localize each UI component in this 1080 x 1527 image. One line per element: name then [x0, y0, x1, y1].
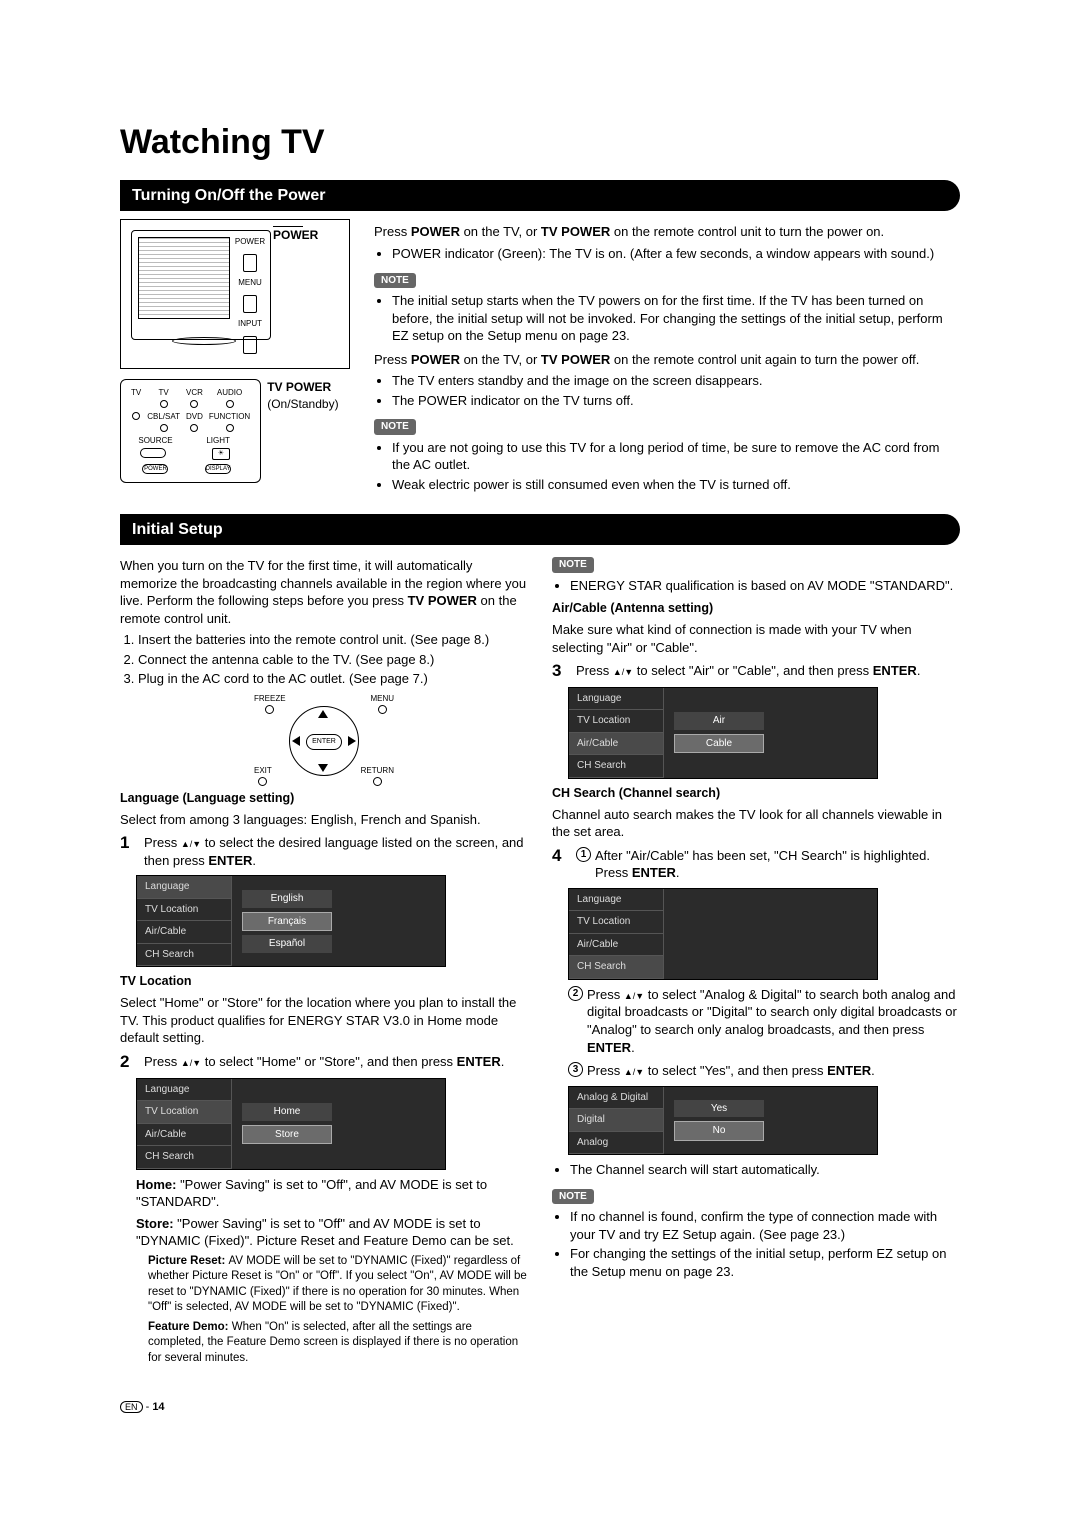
section-turning-power: Turning On/Off the Power — [120, 180, 960, 212]
arrow-up-down-icon — [181, 1054, 201, 1069]
tv-diagram: POWER MENU INPUT POWER — [120, 219, 350, 369]
section-initial-setup: Initial Setup — [120, 514, 960, 546]
note-badge: NOTE — [552, 557, 594, 573]
note-badge: NOTE — [552, 1189, 594, 1205]
remote-nav-diagram: FREEZE MENU ENTER EXIT RETURN — [254, 694, 394, 784]
arrow-up-down-icon — [613, 663, 633, 678]
step-3: 3 Press to select "Air" or "Cable", and … — [552, 662, 960, 681]
step-1: 1 Press to select the desired language l… — [120, 834, 528, 869]
language-menu: Language TV Location Air/Cable CH Search… — [136, 875, 446, 967]
substep-2-icon: 2 — [568, 986, 583, 1001]
initial-setup-right: NOTE ENERGY STAR qualification is based … — [552, 553, 960, 1370]
language-heading: Language (Language setting) — [120, 790, 528, 807]
page-title: Watching TV — [120, 120, 960, 166]
tvpower-callout: TV POWER — [267, 379, 338, 395]
power-text: Press POWER on the TV, or TV POWER on th… — [374, 219, 960, 499]
page-footer: EN - 14 — [120, 1400, 960, 1415]
arrow-up-down-icon — [624, 987, 644, 1002]
step-2: 2 Press to select "Home" or "Store", and… — [120, 1053, 528, 1072]
substep-3-icon: 3 — [568, 1062, 583, 1077]
tvlocation-heading: TV Location — [120, 973, 528, 990]
aircable-heading: Air/Cable (Antenna setting) — [552, 600, 960, 617]
arrow-up-down-icon — [624, 1063, 644, 1078]
aircable-menu: Language TV Location Air/Cable CH Search… — [568, 687, 878, 779]
chsearch-menu: Language TV Location Air/Cable CH Search — [568, 888, 878, 980]
searchtype-menu: Analog & Digital Digital Analog Yes No — [568, 1086, 878, 1156]
tvlocation-menu: Language TV Location Air/Cable CH Search… — [136, 1078, 446, 1170]
power-diagrams: POWER MENU INPUT POWER TV TV VCR AUDIO C… — [120, 219, 350, 499]
substep-1-icon: 1 — [576, 847, 591, 862]
arrow-up-down-icon — [181, 835, 201, 850]
power-callout: POWER — [273, 228, 318, 242]
note-badge: NOTE — [374, 273, 416, 289]
step-4: 4 1After "Air/Cable" has been set, "CH S… — [552, 847, 960, 882]
remote-diagram: TV TV VCR AUDIO CBL/SAT DVD FUNCTION SOU… — [120, 379, 261, 482]
note-badge: NOTE — [374, 419, 416, 435]
chsearch-heading: CH Search (Channel search) — [552, 785, 960, 802]
initial-setup-left: When you turn on the TV for the first ti… — [120, 553, 528, 1370]
